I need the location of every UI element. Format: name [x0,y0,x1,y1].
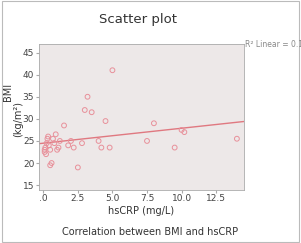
Point [66,143,70,147]
Text: BMI: BMI [3,83,13,101]
Text: Correlation between BMI and hsCRP: Correlation between BMI and hsCRP [62,227,239,237]
Text: (kg/m²): (kg/m²) [14,101,23,137]
Point [43,146,48,149]
Point [151,121,156,125]
Point [62,123,67,127]
Point [110,68,115,72]
Point [42,150,47,154]
Point [56,146,61,149]
Text: Scatter plot: Scatter plot [99,13,178,26]
Point [48,148,53,152]
Point [76,165,80,169]
Point [45,137,50,141]
Point [179,128,184,132]
Point [52,141,57,145]
Point [42,148,47,152]
Point [69,139,73,143]
Point [89,110,94,114]
Point [144,139,149,143]
X-axis label: hsCRP (mg/L): hsCRP (mg/L) [108,206,175,216]
Point [53,132,58,136]
Point [82,108,87,112]
Point [103,119,108,123]
Point [71,146,76,149]
Point [182,130,187,134]
Point [57,139,62,143]
Point [107,146,112,149]
Point [99,146,104,149]
Point [44,152,48,156]
Point [55,148,60,152]
Point [96,139,101,143]
Point [234,137,239,141]
Point [172,146,177,149]
Point [85,95,90,99]
Point [46,143,51,147]
Point [46,135,51,139]
Text: R² Linear = 0.100: R² Linear = 0.100 [245,40,301,49]
Point [48,163,53,167]
Point [79,141,84,145]
Point [49,161,54,165]
Point [51,137,55,141]
Point [44,141,49,145]
